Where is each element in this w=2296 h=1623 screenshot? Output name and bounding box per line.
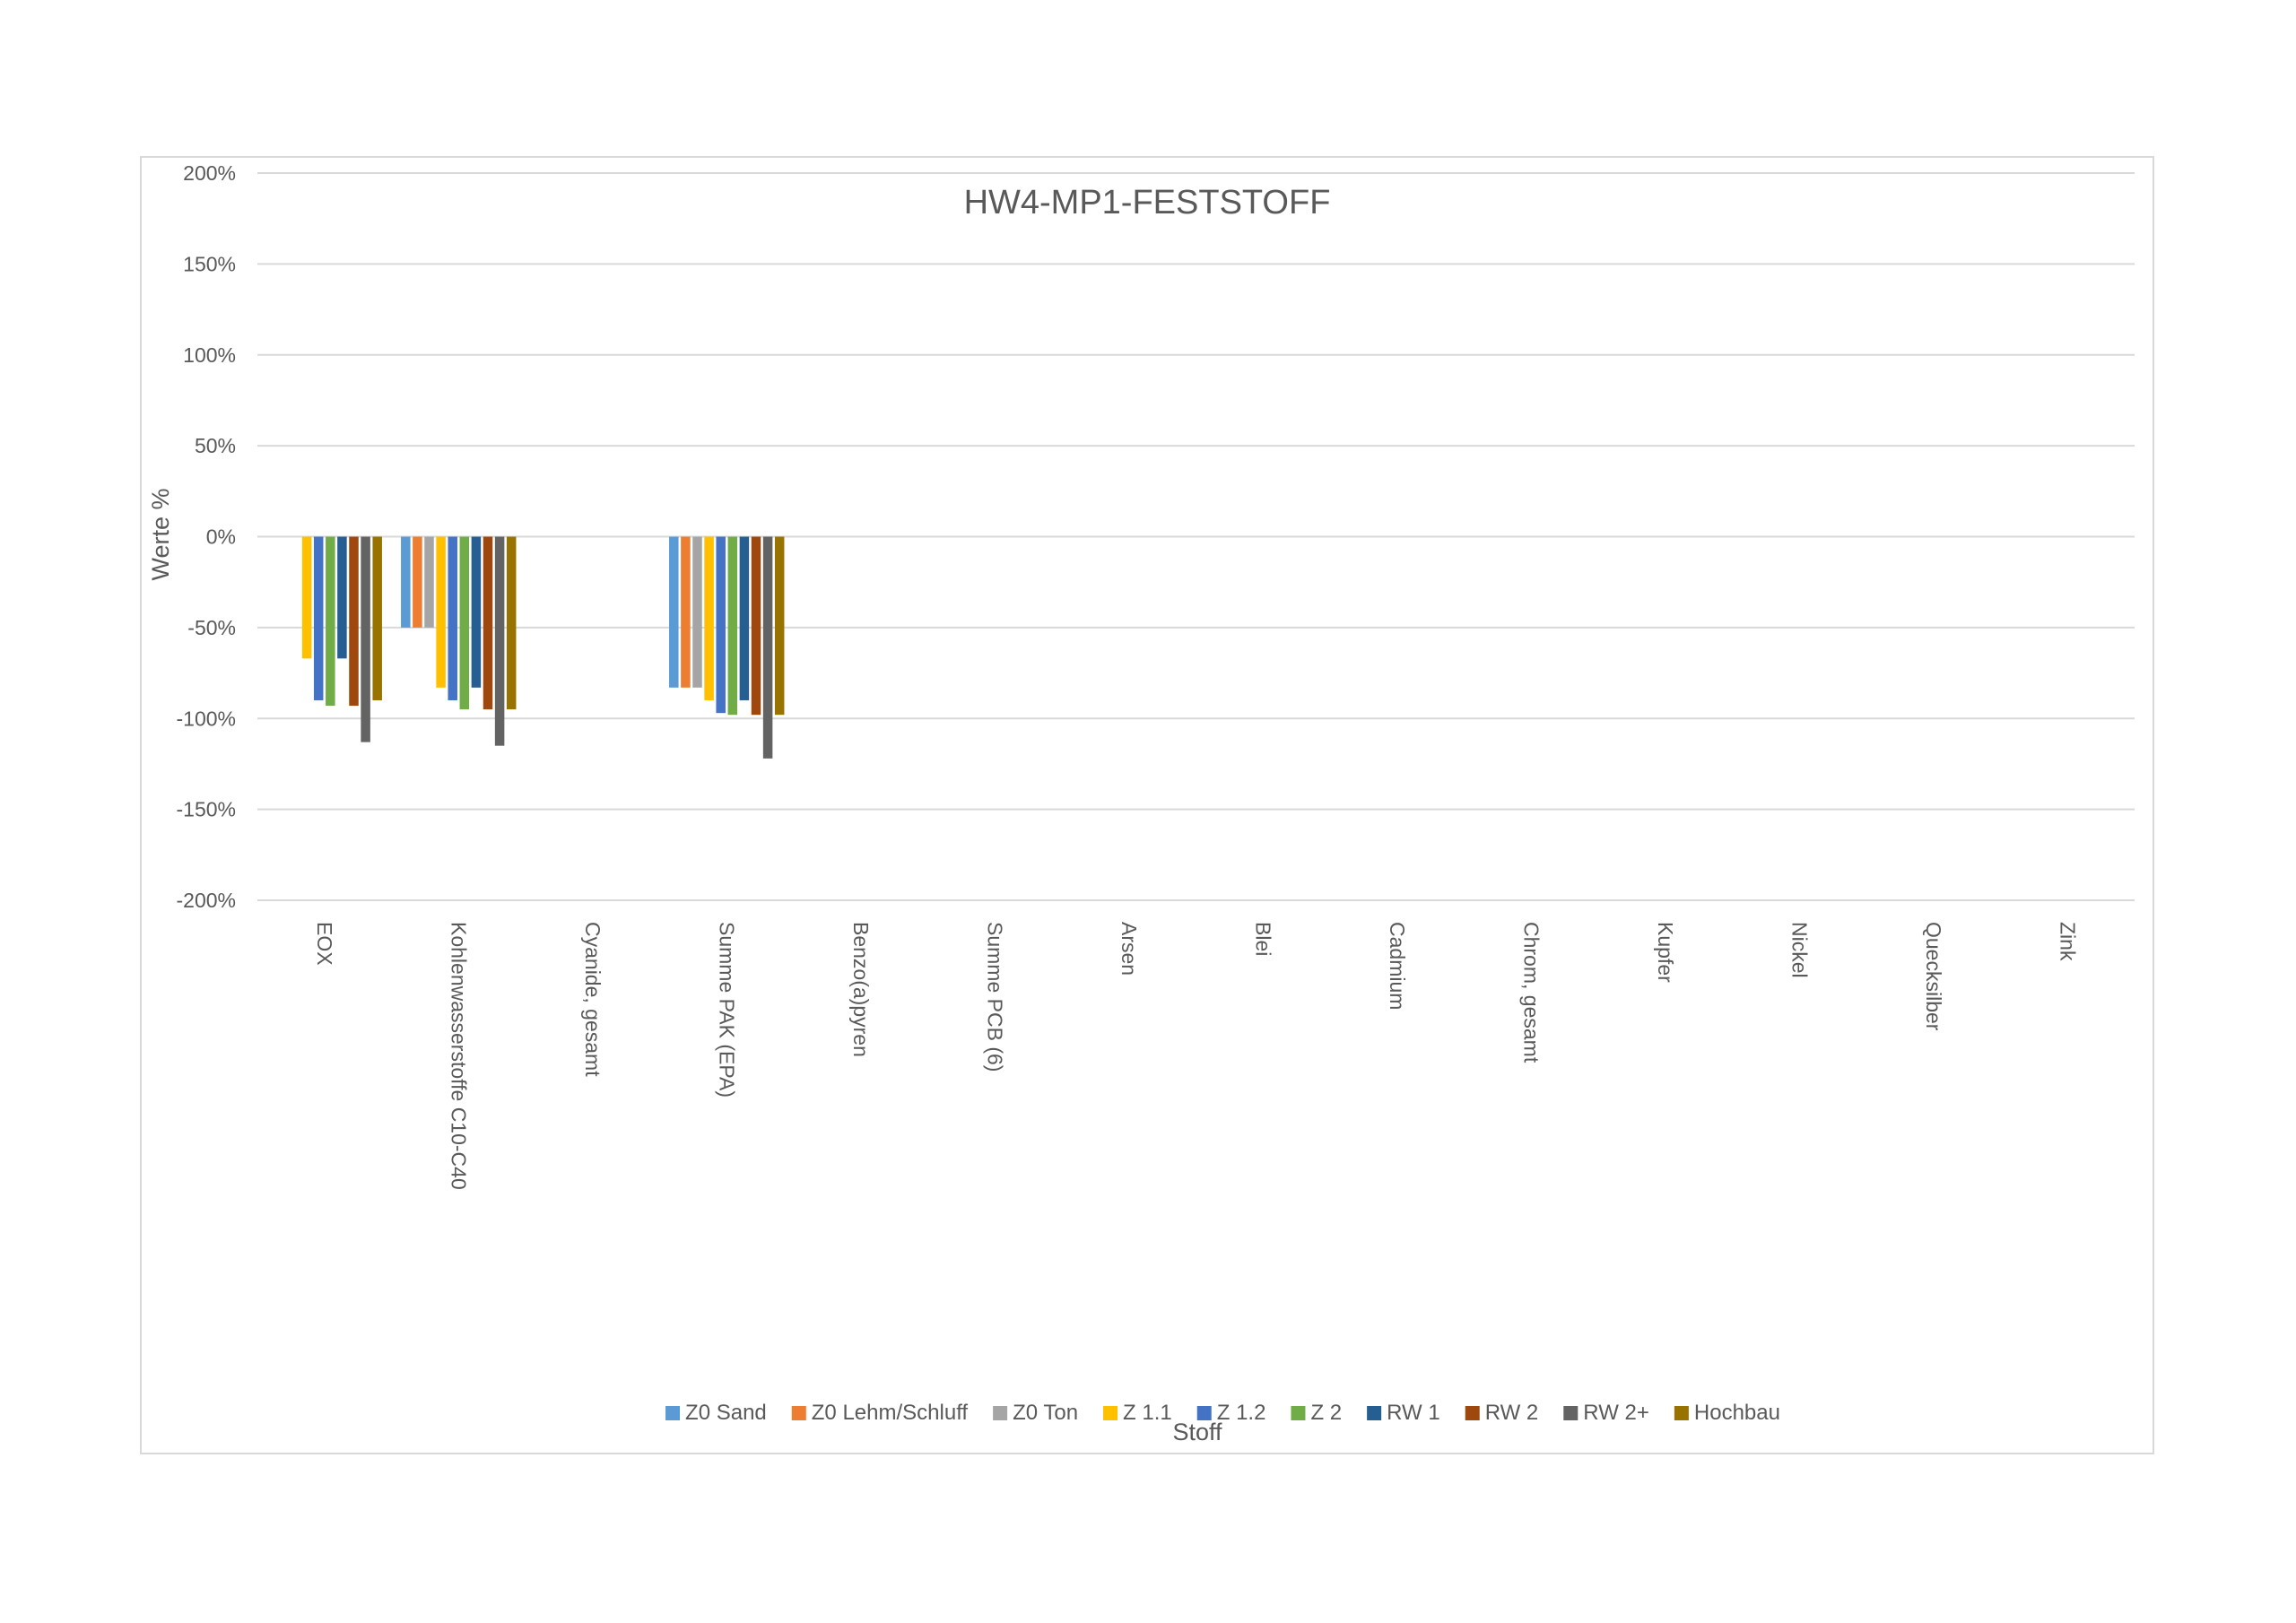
legend: Z0 Sand Z0 Lehm/Schluff Z0 Ton Z 1.1 Z 1.2 Z … bbox=[665, 1401, 1780, 1425]
bar-z-2-3 bbox=[727, 536, 738, 716]
category-label: Summe PCB (6) bbox=[983, 922, 1006, 1072]
bar-hochbau-3 bbox=[774, 536, 785, 716]
bar-z0-sand-1 bbox=[401, 536, 411, 628]
category-label: Kohlenwasserstoffe C10-C40 bbox=[447, 922, 470, 1190]
bar-z-1-1-3 bbox=[704, 536, 714, 700]
category-label: Nickel bbox=[1787, 922, 1811, 978]
category-label: Chrom, gesamt bbox=[1519, 922, 1543, 1063]
legend-item: Z0 Sand bbox=[665, 1401, 767, 1425]
legend-swatch bbox=[1563, 1406, 1578, 1420]
category-label: Summe PAK (EPA) bbox=[715, 922, 738, 1098]
bar-rw-1-0 bbox=[337, 536, 347, 659]
legend-item: Z0 Lehm/Schluff bbox=[791, 1401, 969, 1425]
category-label: Quecksilber bbox=[1922, 922, 1945, 1031]
legend-swatch bbox=[791, 1406, 806, 1420]
legend-item: Z 1.2 bbox=[1196, 1401, 1266, 1425]
bar-z-1-1-1 bbox=[436, 536, 446, 688]
legend-label: Hochbau bbox=[1694, 1401, 1780, 1425]
legend-swatch bbox=[1367, 1406, 1382, 1420]
bar-z0-ton-3 bbox=[692, 536, 702, 688]
legend-swatch bbox=[1196, 1406, 1212, 1420]
bar-z-1-2-3 bbox=[716, 536, 726, 714]
bar-hochbau-1 bbox=[506, 536, 517, 710]
legend-swatch bbox=[665, 1406, 681, 1420]
chart-svg: 200% 150% 100% 50% 0% -50% -100% -150% -200% EOX… bbox=[147, 161, 2135, 1445]
legend-label: Z 1.2 bbox=[1217, 1401, 1266, 1425]
bar-z-2-1 bbox=[459, 536, 470, 710]
bar-hochbau-0 bbox=[372, 536, 382, 700]
y-tick-label: 150% bbox=[183, 252, 236, 275]
bar-rw-2--1 bbox=[494, 536, 505, 746]
legend-label: Z0 Ton bbox=[1013, 1401, 1078, 1425]
y-tick-label: -100% bbox=[177, 707, 236, 730]
chart-frame: 200% 150% 100% 50% 0% -50% -100% -150% -200% EOX… bbox=[140, 156, 2154, 1454]
bar-z0-lehm-schluff-3 bbox=[681, 536, 691, 688]
bar-z-1-2-0 bbox=[313, 536, 324, 700]
category-label: Cadmium bbox=[1386, 922, 1409, 1010]
legend-item: RW 1 bbox=[1367, 1401, 1440, 1425]
bar-rw-2-0 bbox=[349, 536, 359, 707]
y-tick-labels: 200% 150% 100% 50% 0% -50% -100% -150% -200% bbox=[177, 161, 236, 912]
legend-item: RW 2+ bbox=[1563, 1401, 1649, 1425]
y-tick-label: 50% bbox=[195, 434, 236, 457]
bar-rw-2--0 bbox=[361, 536, 370, 742]
category-label: Benzo(a)pyren bbox=[849, 922, 873, 1057]
legend-label: Z0 Sand bbox=[685, 1401, 767, 1425]
y-tick-label: 0% bbox=[206, 525, 236, 549]
legend-item: Hochbau bbox=[1674, 1401, 1780, 1425]
bar-rw-1-1 bbox=[471, 536, 482, 688]
legend-label: RW 2+ bbox=[1583, 1401, 1649, 1425]
y-tick-label: -200% bbox=[177, 889, 236, 912]
legend-label: Z 2 bbox=[1310, 1401, 1342, 1425]
bar-rw-2-3 bbox=[751, 536, 761, 716]
legend-swatch bbox=[993, 1406, 1008, 1420]
y-tick-label: -50% bbox=[187, 616, 236, 639]
bar-z0-ton-1 bbox=[424, 536, 434, 628]
category-label: Arsen bbox=[1118, 922, 1141, 976]
category-label: Blei bbox=[1251, 922, 1274, 956]
y-tick-label: 200% bbox=[183, 161, 236, 185]
legend-swatch bbox=[1291, 1406, 1306, 1420]
legend-label: RW 2 bbox=[1485, 1401, 1539, 1425]
legend-item: Z 1.1 bbox=[1103, 1401, 1172, 1425]
bar-layer bbox=[301, 536, 785, 759]
legend-label: Z 1.1 bbox=[1123, 1401, 1172, 1425]
legend-label: Z0 Lehm/Schluff bbox=[812, 1401, 969, 1425]
category-label: EOX bbox=[313, 922, 336, 966]
bar-z-1-1-0 bbox=[301, 536, 312, 659]
legend-item: Z 2 bbox=[1291, 1401, 1342, 1425]
chart-title: HW4-MP1-FESTSTOFF bbox=[964, 184, 1331, 221]
category-label: Kupfer bbox=[1654, 922, 1677, 983]
legend-label: RW 1 bbox=[1387, 1401, 1440, 1425]
bar-z0-sand-3 bbox=[669, 536, 679, 688]
bar-rw-2--3 bbox=[762, 536, 773, 759]
category-label: Zink bbox=[2056, 922, 2079, 961]
legend-swatch bbox=[1674, 1406, 1689, 1420]
category-labels: EOX Kohlenwasserstoffe C10-C40 Cyanide, ge… bbox=[313, 922, 2080, 1190]
category-label: Cyanide, gesamt bbox=[581, 922, 604, 1077]
legend-swatch bbox=[1465, 1406, 1480, 1420]
y-tick-label: -150% bbox=[177, 798, 236, 821]
grid-layer bbox=[257, 172, 2135, 901]
bar-z0-lehm-schluff-1 bbox=[413, 536, 422, 628]
legend-item: RW 2 bbox=[1465, 1401, 1539, 1425]
legend-swatch bbox=[1103, 1406, 1118, 1420]
legend-item: Z0 Ton bbox=[993, 1401, 1078, 1425]
bar-z-1-2-1 bbox=[448, 536, 457, 700]
y-axis-title: Werte % bbox=[147, 488, 174, 580]
y-tick-label: 100% bbox=[183, 343, 236, 367]
bar-rw-1-3 bbox=[739, 536, 750, 700]
bar-rw-2-1 bbox=[483, 536, 493, 710]
bar-z-2-0 bbox=[326, 536, 335, 707]
x-axis-title: Stoff bbox=[1172, 1419, 1222, 1445]
